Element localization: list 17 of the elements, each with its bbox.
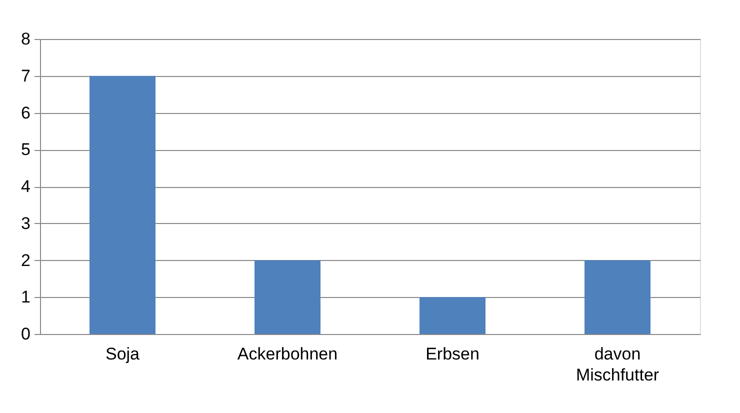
bar bbox=[254, 260, 320, 334]
x-tick-label: Erbsen bbox=[426, 344, 480, 364]
bar bbox=[90, 76, 156, 334]
y-tick-label: 4 bbox=[21, 177, 30, 196]
x-tick-label: Soja bbox=[105, 344, 140, 364]
y-tick-label: 7 bbox=[21, 66, 30, 86]
y-tick-label: 5 bbox=[21, 140, 30, 160]
y-tick-label: 1 bbox=[21, 288, 30, 307]
y-tick-label: 0 bbox=[21, 324, 30, 344]
y-tick-label: 8 bbox=[21, 30, 30, 48]
bar bbox=[584, 260, 650, 334]
y-tick-label: 6 bbox=[21, 103, 30, 122]
x-tick-label: davon Mischfutter bbox=[576, 344, 660, 384]
y-tick-label: 2 bbox=[21, 250, 30, 270]
bar bbox=[420, 297, 486, 334]
y-tick-label: 3 bbox=[21, 214, 30, 233]
x-tick-label: Ackerbohnen bbox=[237, 344, 338, 364]
